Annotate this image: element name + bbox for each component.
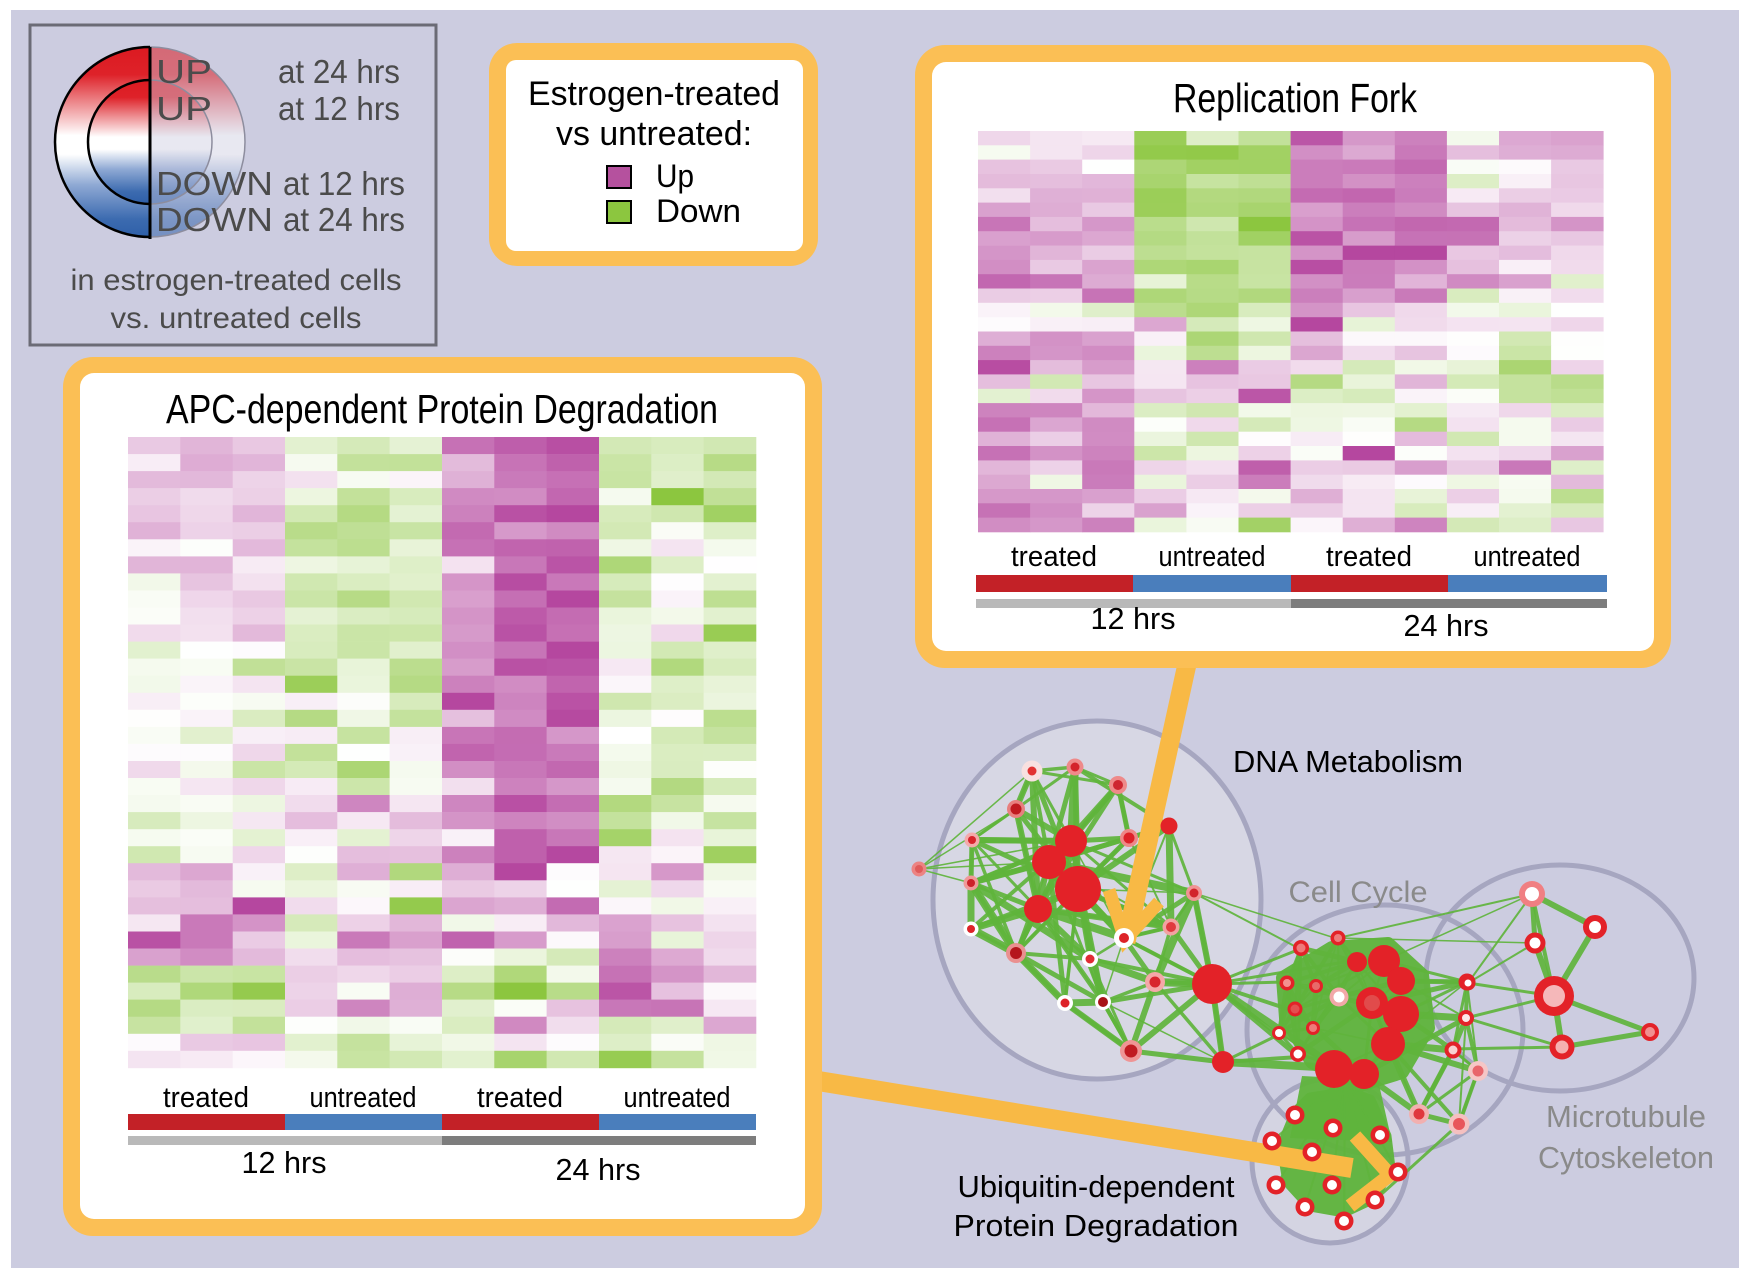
svg-text:untreated: untreated — [624, 1082, 731, 1114]
svg-text:Down: Down — [656, 193, 741, 229]
svg-text:at 24 hrs: at 24 hrs — [278, 53, 400, 90]
svg-text:at 12 hrs: at 12 hrs — [283, 165, 405, 202]
svg-text:DNA Metabolism: DNA Metabolism — [1233, 744, 1463, 779]
svg-text:DOWN: DOWN — [156, 165, 273, 202]
svg-text:APC-dependent Protein Degradat: APC-dependent Protein Degradation — [166, 386, 718, 432]
svg-text:Up: Up — [656, 158, 694, 194]
svg-text:at 12 hrs: at 12 hrs — [278, 90, 400, 127]
svg-text:treated: treated — [163, 1082, 249, 1114]
svg-text:treated: treated — [1011, 541, 1097, 573]
svg-text:Estrogen-treated: Estrogen-treated — [528, 75, 780, 113]
svg-text:Microtubule: Microtubule — [1546, 1099, 1706, 1134]
svg-text:vs. untreated cells: vs. untreated cells — [111, 302, 362, 335]
svg-text:untreated: untreated — [1474, 541, 1581, 573]
svg-text:DOWN: DOWN — [156, 201, 273, 238]
svg-text:untreated: untreated — [310, 1082, 417, 1114]
svg-text:treated: treated — [1326, 541, 1412, 573]
svg-text:Ubiquitin-dependent: Ubiquitin-dependent — [958, 1169, 1235, 1204]
svg-text:in estrogen-treated cells: in estrogen-treated cells — [71, 264, 402, 297]
svg-text:Protein Degradation: Protein Degradation — [954, 1208, 1239, 1243]
svg-text:untreated: untreated — [1159, 541, 1266, 573]
svg-text:12 hrs: 12 hrs — [1091, 601, 1176, 636]
svg-text:Cell Cycle: Cell Cycle — [1289, 876, 1428, 909]
svg-text:Cytoskeleton: Cytoskeleton — [1538, 1140, 1714, 1175]
svg-text:24 hrs: 24 hrs — [556, 1152, 641, 1187]
svg-text:UP: UP — [156, 53, 212, 90]
svg-text:12 hrs: 12 hrs — [242, 1145, 327, 1180]
svg-text:Replication Fork: Replication Fork — [1173, 75, 1417, 121]
svg-text:vs untreated:: vs untreated: — [556, 115, 752, 153]
svg-text:treated: treated — [477, 1082, 563, 1114]
svg-text:UP: UP — [156, 90, 212, 127]
svg-text:24 hrs: 24 hrs — [1404, 608, 1489, 643]
svg-text:at 24 hrs: at 24 hrs — [283, 201, 405, 238]
